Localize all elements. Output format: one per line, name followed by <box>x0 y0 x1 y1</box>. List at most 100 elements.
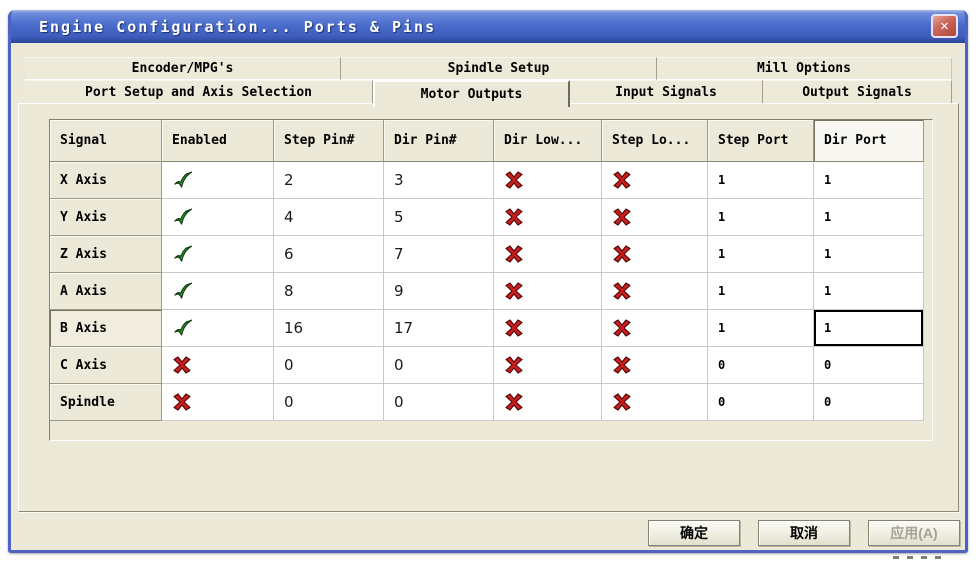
table-row-y-axis: Y Axis 4 5 1 1 <box>50 199 932 236</box>
tab-label: Mill Options <box>757 61 851 76</box>
tab-motor-outputs[interactable]: Motor Outputs <box>373 80 570 107</box>
cell-dir-low[interactable] <box>494 384 602 421</box>
cell-step-port[interactable]: 1 <box>708 199 814 236</box>
col-header-step-low: Step Lo... <box>602 120 708 162</box>
table-row-b-axis: B Axis 16 17 1 1 <box>50 310 932 347</box>
cell-dir-port[interactable]: 0 <box>814 347 924 384</box>
cell-step-pin[interactable]: 2 <box>274 162 384 199</box>
cell-dir-low[interactable] <box>494 347 602 384</box>
row-header: C Axis <box>50 347 162 384</box>
cell-enabled[interactable] <box>162 384 274 421</box>
tab-port-setup[interactable]: Port Setup and Axis Selection <box>25 80 373 104</box>
cell-dir-low[interactable] <box>494 273 602 310</box>
cell-enabled[interactable] <box>162 162 274 199</box>
cell-dir-port-focused[interactable]: 1 <box>814 310 924 347</box>
tab-label: Spindle Setup <box>447 61 550 76</box>
cell-dir-low[interactable] <box>494 310 602 347</box>
motor-outputs-grid: Signal Enabled Step Pin# Dir Pin# Dir Lo… <box>49 119 933 441</box>
disabled-x-icon <box>505 282 523 300</box>
ok-button[interactable]: 确定 <box>648 520 740 546</box>
cell-enabled[interactable] <box>162 236 274 273</box>
cell-enabled[interactable] <box>162 273 274 310</box>
cell-enabled[interactable] <box>162 199 274 236</box>
cell-dir-port[interactable]: 0 <box>814 384 924 421</box>
table-row-spindle: Spindle 0 0 0 0 <box>50 384 932 421</box>
cell-step-pin[interactable]: 0 <box>274 347 384 384</box>
background-artifact <box>893 556 949 559</box>
table-row-c-axis: C Axis 0 0 0 0 <box>50 347 932 384</box>
disabled-x-icon <box>613 245 631 263</box>
disabled-x-icon <box>613 171 631 189</box>
cancel-button-label: 取消 <box>790 525 818 541</box>
disabled-x-icon <box>173 356 191 374</box>
cell-dir-port[interactable]: 1 <box>814 162 924 199</box>
cell-dir-low[interactable] <box>494 199 602 236</box>
cell-dir-port[interactable]: 1 <box>814 199 924 236</box>
cell-step-port[interactable]: 1 <box>708 236 814 273</box>
cell-step-port[interactable]: 1 <box>708 162 814 199</box>
cell-dir-pin[interactable]: 17 <box>384 310 494 347</box>
tab-spindle-setup[interactable]: Spindle Setup <box>341 57 657 80</box>
titlebar[interactable]: Engine Configuration... Ports & Pins ✕ <box>11 10 965 43</box>
table-row-z-axis: Z Axis 6 7 1 1 <box>50 236 932 273</box>
cell-step-low[interactable] <box>602 273 708 310</box>
enabled-check-icon <box>174 171 193 188</box>
col-header-step-port: Step Port <box>708 120 814 162</box>
disabled-x-icon <box>613 282 631 300</box>
motor-outputs-page: Signal Enabled Step Pin# Dir Pin# Dir Lo… <box>18 103 959 512</box>
cell-enabled[interactable] <box>162 310 274 347</box>
disabled-x-icon <box>613 393 631 411</box>
row-header: Y Axis <box>50 199 162 236</box>
row-header: X Axis <box>50 162 162 199</box>
cell-step-low[interactable] <box>602 236 708 273</box>
cell-step-low[interactable] <box>602 162 708 199</box>
tab-mill-options[interactable]: Mill Options <box>657 57 952 80</box>
row-header: A Axis <box>50 273 162 310</box>
cell-dir-pin[interactable]: 9 <box>384 273 494 310</box>
row-header: Spindle <box>50 384 162 421</box>
cell-dir-pin[interactable]: 0 <box>384 347 494 384</box>
disabled-x-icon <box>505 208 523 226</box>
disabled-x-icon <box>505 319 523 337</box>
cell-step-port[interactable]: 0 <box>708 347 814 384</box>
disabled-x-icon <box>505 171 523 189</box>
grid-header-row: Signal Enabled Step Pin# Dir Pin# Dir Lo… <box>50 120 932 162</box>
enabled-check-icon <box>174 245 193 262</box>
tab-label: Input Signals <box>615 85 717 100</box>
cell-dir-pin[interactable]: 3 <box>384 162 494 199</box>
cell-dir-pin[interactable]: 0 <box>384 384 494 421</box>
apply-button-label: 应用(A) <box>890 525 938 541</box>
table-row-x-axis: X Axis 2 3 1 1 <box>50 162 932 199</box>
tab-encoder-mpgs[interactable]: Encoder/MPG's <box>25 57 341 80</box>
dialog-body: Encoder/MPG's Spindle Setup Mill Options… <box>11 43 965 550</box>
cell-step-port[interactable]: 1 <box>708 310 814 347</box>
tab-label: Motor Outputs <box>420 87 523 102</box>
col-header-dir-port: Dir Port <box>814 120 924 162</box>
cell-step-low[interactable] <box>602 199 708 236</box>
cell-dir-port[interactable]: 1 <box>814 236 924 273</box>
cell-dir-low[interactable] <box>494 162 602 199</box>
tab-output-signals[interactable]: Output Signals <box>763 80 952 104</box>
cancel-button[interactable]: 取消 <box>758 520 850 546</box>
cell-step-port[interactable]: 1 <box>708 273 814 310</box>
cell-step-low[interactable] <box>602 310 708 347</box>
cell-step-pin[interactable]: 16 <box>274 310 384 347</box>
cell-step-low[interactable] <box>602 347 708 384</box>
cell-enabled[interactable] <box>162 347 274 384</box>
disabled-x-icon <box>505 245 523 263</box>
cell-step-port[interactable]: 0 <box>708 384 814 421</box>
cell-step-pin[interactable]: 4 <box>274 199 384 236</box>
ok-button-label: 确定 <box>680 525 708 541</box>
cell-step-pin[interactable]: 8 <box>274 273 384 310</box>
tab-input-signals[interactable]: Input Signals <box>570 80 763 104</box>
enabled-check-icon <box>174 319 193 336</box>
close-button[interactable]: ✕ <box>931 14 958 38</box>
window-title: Engine Configuration... Ports & Pins <box>39 17 437 36</box>
cell-dir-low[interactable] <box>494 236 602 273</box>
cell-step-pin[interactable]: 6 <box>274 236 384 273</box>
cell-step-pin[interactable]: 0 <box>274 384 384 421</box>
cell-dir-port[interactable]: 1 <box>814 273 924 310</box>
cell-step-low[interactable] <box>602 384 708 421</box>
cell-dir-pin[interactable]: 5 <box>384 199 494 236</box>
cell-dir-pin[interactable]: 7 <box>384 236 494 273</box>
